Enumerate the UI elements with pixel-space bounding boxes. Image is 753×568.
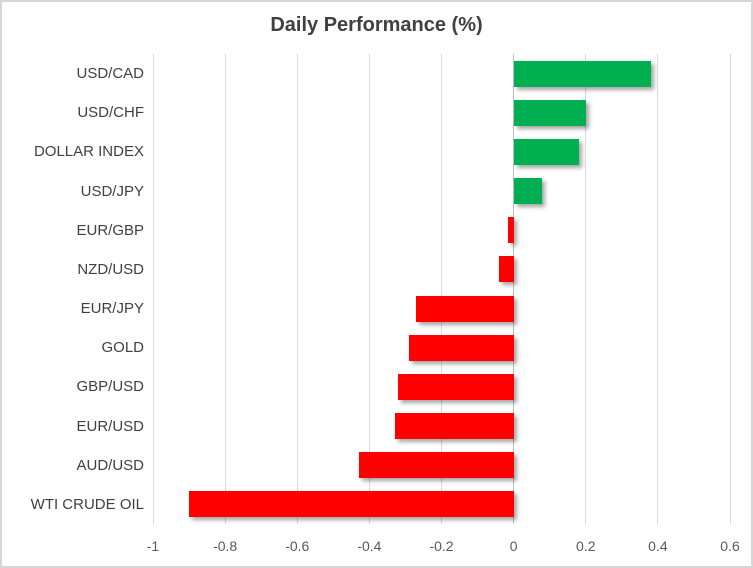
bar-eur-gbp xyxy=(508,217,514,244)
x-tick-label-0.2: 0.2 xyxy=(576,538,596,554)
bar-gold xyxy=(409,334,514,361)
bar-eur-jpy xyxy=(416,295,514,322)
gridline-x-0.4 xyxy=(368,54,370,524)
x-tick-label-0.4: -0.4 xyxy=(357,538,382,554)
bar-usd-cad xyxy=(513,60,651,87)
category-label-gbp-usd: GBP/USD xyxy=(76,378,144,396)
category-label-nzd-usd: NZD/USD xyxy=(77,260,144,278)
chart-title: Daily Performance (%) xyxy=(270,14,483,36)
category-label-usd-jpy: USD/JPY xyxy=(80,182,144,200)
bar-usd-chf xyxy=(513,99,586,126)
gridline-x-0.6 xyxy=(729,54,731,524)
x-tick-label-0.2: -0.2 xyxy=(429,538,454,554)
x-tick-label-0.6: 0.6 xyxy=(720,538,740,554)
x-tick-label-0: 0 xyxy=(509,538,518,554)
bar-nzd-usd xyxy=(499,256,514,283)
bar-gbp-usd xyxy=(398,373,514,400)
category-label-gold: GOLD xyxy=(101,339,144,357)
x-tick-label-1: -1 xyxy=(146,538,160,554)
category-label-wti-crude-oil: WTI CRUDE OIL xyxy=(30,495,144,513)
category-label-eur-jpy: EUR/JPY xyxy=(80,300,144,317)
bar-dollar-index xyxy=(513,138,579,165)
bar-eur-usd xyxy=(394,413,514,440)
x-tick-label-0.6: -0.6 xyxy=(285,538,310,554)
category-label-usd-chf: USD/CHF xyxy=(77,104,144,122)
gridline-x-0.8 xyxy=(224,54,226,524)
bar-wti-crude-oil xyxy=(189,491,514,518)
x-tick-label-0.4: 0.4 xyxy=(648,538,668,554)
gridline-x-0.2 xyxy=(585,54,587,524)
gridline-x-1 xyxy=(152,54,154,524)
bar-usd-jpy xyxy=(513,178,543,205)
x-tick-label-0.8: -0.8 xyxy=(213,538,238,554)
category-label-eur-gbp: EUR/GBP xyxy=(76,221,144,239)
category-label-eur-usd: EUR/USD xyxy=(76,417,144,435)
bar-aud-usd xyxy=(358,452,514,479)
gridline-x-0.6 xyxy=(296,54,298,524)
category-label-dollar-index: DOLLAR INDEX xyxy=(33,143,144,161)
category-label-usd-cad: USD/CAD xyxy=(76,65,144,82)
zero-axis-line xyxy=(513,54,515,524)
gridline-x-0.2 xyxy=(441,54,442,524)
category-label-aud-usd: AUD/USD xyxy=(76,456,144,474)
gridline-x-0.4 xyxy=(657,54,659,524)
